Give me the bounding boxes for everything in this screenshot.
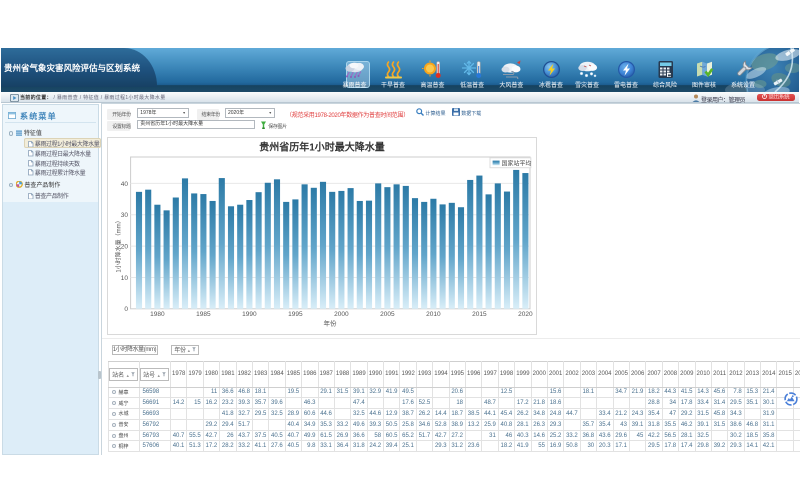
svg-text:1995: 1995 [288,311,303,318]
svg-text:2000: 2000 [334,311,349,318]
svg-text:1980: 1980 [150,311,165,318]
svg-text:贵州省历年1小时最大降水量: 贵州省历年1小时最大降水量 [259,141,385,154]
svg-text:年份: 年份 [324,319,338,328]
svg-text:国家站平均: 国家站平均 [502,159,532,167]
svg-text:1小时降水量（mm）: 1小时降水量（mm） [115,217,123,272]
svg-text:1990: 1990 [242,311,257,318]
svg-text:10: 10 [121,275,129,282]
svg-text:2005: 2005 [380,311,395,318]
svg-text:40: 40 [121,181,129,188]
svg-text:30: 30 [121,212,129,219]
svg-text:0: 0 [124,306,128,313]
svg-text:2020: 2020 [518,311,533,318]
svg-text:2015: 2015 [472,311,487,318]
svg-text:20: 20 [121,244,129,251]
svg-text:1985: 1985 [196,311,211,318]
svg-text:2010: 2010 [426,311,441,318]
